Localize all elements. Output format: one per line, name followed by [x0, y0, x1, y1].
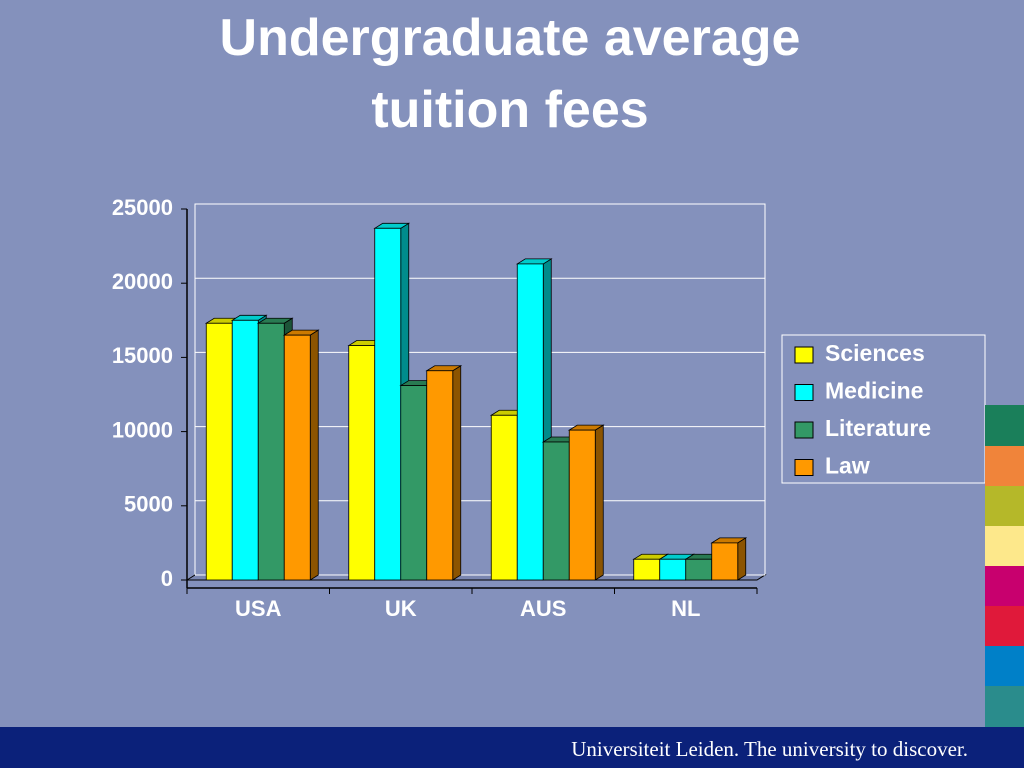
y-tick-label: 0 — [161, 566, 173, 591]
x-tick-label: AUS — [520, 596, 566, 621]
stripe-block — [985, 405, 1024, 446]
color-stripe — [985, 405, 1024, 768]
chart-title: Undergraduate average tuition fees — [219, 9, 801, 139]
stripe-block — [985, 566, 1024, 606]
bar-front — [400, 385, 428, 581]
legend-label: Literature — [825, 415, 931, 441]
stripe-block — [985, 606, 1024, 646]
y-tick-label: 5000 — [124, 492, 173, 517]
bar-front — [257, 322, 285, 581]
y-tick-label: 10000 — [112, 417, 173, 442]
bar-front — [568, 429, 596, 581]
bar-front — [348, 345, 376, 581]
x-tick-label: NL — [671, 596, 700, 621]
bar-front — [283, 334, 311, 581]
bar-front — [711, 542, 739, 581]
footer-text: Universiteit Leiden. The university to d… — [571, 737, 968, 761]
legend-swatch — [794, 421, 814, 439]
bar — [425, 365, 463, 581]
footer-band: Universiteit Leiden. The university to d… — [0, 727, 1024, 768]
x-tick-label: UK — [385, 596, 417, 621]
legend-label: Medicine — [825, 378, 923, 404]
stripe-block — [985, 646, 1024, 686]
bar-front — [426, 370, 454, 581]
bar-front — [374, 227, 402, 581]
legend-label: Law — [825, 453, 870, 479]
bar-side — [737, 537, 747, 581]
bar-front — [685, 558, 713, 581]
legend-swatch — [794, 346, 814, 364]
bar-front — [542, 441, 570, 581]
bar-front — [633, 558, 661, 581]
y-tick-label: 20000 — [112, 269, 173, 294]
bar-front — [205, 322, 233, 581]
stripe-block — [985, 486, 1024, 526]
stripe-block — [985, 686, 1024, 727]
bar-front — [659, 558, 687, 581]
legend-label: Sciences — [825, 340, 925, 366]
bar — [567, 424, 605, 581]
bar-side — [452, 365, 462, 581]
bar-front — [516, 263, 544, 581]
legend-swatch — [794, 459, 814, 476]
y-tick-label: 25000 — [112, 195, 173, 220]
bar-front — [490, 414, 518, 581]
bar-side — [594, 424, 604, 581]
x-tick-label: USA — [235, 596, 282, 621]
bar-side — [309, 329, 319, 581]
y-tick-label: 15000 — [112, 343, 173, 368]
bar-front — [231, 319, 259, 581]
stripe-block — [985, 526, 1024, 566]
bar — [282, 329, 320, 581]
bar — [710, 537, 748, 581]
legend-swatch — [794, 384, 814, 401]
stripe-block — [985, 446, 1024, 486]
